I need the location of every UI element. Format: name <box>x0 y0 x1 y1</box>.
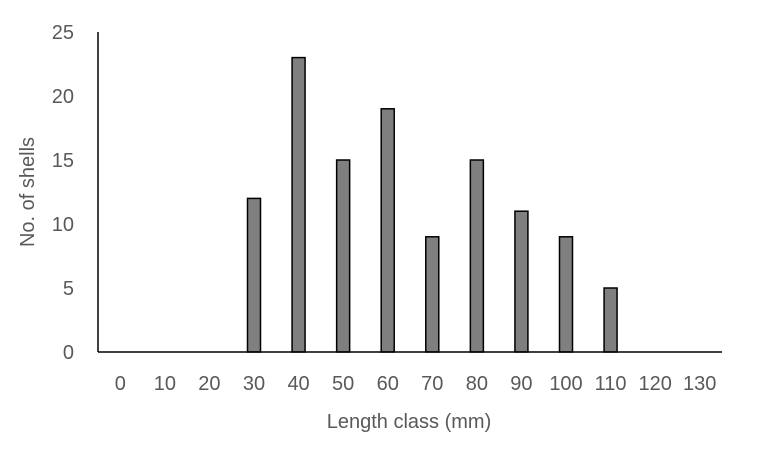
bar-100 <box>558 236 574 353</box>
x-tick-label: 10 <box>154 373 176 395</box>
x-tick-label: 80 <box>466 373 488 395</box>
y-tick-label: 25 <box>52 22 74 44</box>
y-tick-label: 20 <box>52 86 74 108</box>
bar-80 <box>469 159 485 353</box>
y-tick-label: 10 <box>52 214 74 236</box>
bar-110 <box>603 287 618 353</box>
y-tick-label: 15 <box>52 150 74 172</box>
x-tick-label: 90 <box>510 373 532 395</box>
bar-50 <box>335 159 351 353</box>
x-tick-label: 60 <box>377 373 399 395</box>
x-tick-label: 70 <box>421 373 443 395</box>
x-tick-label: 30 <box>243 373 265 395</box>
x-tick-label: 50 <box>332 373 354 395</box>
bar-40 <box>291 56 306 353</box>
y-axis-tick-labels: 0 5 10 15 20 25 <box>52 22 74 364</box>
x-axis-tick-labels: 0 10 20 30 40 50 60 70 80 90 100 110 120 130 <box>115 373 717 395</box>
bars <box>246 56 618 353</box>
y-tick-label: 0 <box>63 342 74 364</box>
y-axis-title: No. of shells <box>17 137 39 247</box>
x-tick-label: 110 <box>595 373 627 395</box>
bar-70 <box>425 236 440 353</box>
x-tick-label: 20 <box>198 373 220 395</box>
x-axis-title: Length class (mm) <box>327 411 492 433</box>
x-tick-label: 40 <box>287 373 309 395</box>
x-tick-label: 0 <box>115 373 126 395</box>
x-tick-label: 100 <box>549 373 582 395</box>
bar-90 <box>514 210 529 353</box>
bar-30 <box>246 197 262 353</box>
x-tick-label: 130 <box>683 373 716 395</box>
bar-60 <box>380 108 395 353</box>
x-tick-label: 120 <box>638 373 671 395</box>
y-tick-label: 5 <box>63 278 74 300</box>
